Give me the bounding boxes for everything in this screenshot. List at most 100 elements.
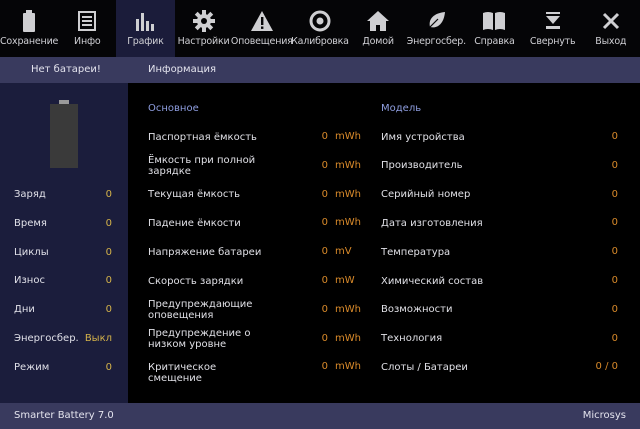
toolbar-button-label: Энергосбер.	[406, 36, 467, 47]
toolbar-button-label: Калибровка	[291, 36, 349, 47]
target-icon	[309, 0, 331, 36]
model-label: Температура	[381, 246, 451, 258]
property-label: Критическое смещение	[148, 361, 217, 384]
toolbar-button-leaf[interactable]: Энергосбер.	[406, 0, 467, 57]
sidebar-stat: Время 0	[14, 218, 114, 229]
basic-header: Основное	[148, 103, 199, 114]
property-label: Предупреждающие оповещения	[148, 298, 253, 321]
property-value: 0	[321, 188, 328, 200]
sidebar-stat: Износ 0	[14, 275, 114, 286]
sidebar-stat: Дни 0	[14, 304, 114, 315]
property-label: Предупреждение о низком уровне	[148, 327, 251, 350]
stat-value: 0	[105, 246, 112, 258]
property-unit: mWh	[335, 131, 361, 142]
property-value: 0	[321, 275, 328, 286]
toolbar-button-label: Выход	[595, 36, 627, 47]
model-value: 0	[611, 131, 618, 142]
toolbar-button-gear[interactable]: Настройки	[175, 0, 233, 57]
toolbar-button-target[interactable]: Калибровка	[291, 0, 349, 57]
property-value: 0	[321, 159, 328, 171]
property-value: 0	[321, 361, 328, 373]
model-value: 0	[611, 275, 618, 286]
model-value: 0	[611, 246, 618, 258]
battery-status-label: Нет батареи!	[31, 64, 101, 75]
model-label: Производитель	[381, 160, 463, 172]
sidebar: Заряд 0 Время 0 Циклы 0 Износ 0 Дни 0 Энергосбер. В…	[0, 83, 128, 403]
model-value: 0	[611, 332, 618, 344]
property-unit: mWh	[335, 159, 361, 171]
property-unit: mWh	[335, 303, 361, 315]
model-value: 0	[611, 217, 618, 229]
stat-label: Время	[14, 217, 47, 229]
toolbar-button-home[interactable]: Домой	[349, 0, 407, 57]
stat-label: Дни	[14, 304, 35, 316]
property-unit: mV	[335, 246, 352, 258]
model-header: Модель	[381, 103, 422, 114]
property-label: Паспортная ёмкость	[148, 131, 257, 143]
battery-icon	[22, 0, 36, 36]
property-label: Ёмкость при полной зарядке	[148, 154, 256, 177]
toolbar-button-book[interactable]: Справка	[465, 0, 523, 57]
sidebar-stat: Режим 0	[14, 362, 114, 373]
toolbar-button-list[interactable]: Инфо	[58, 0, 116, 57]
toolbar-button-label: Свернуть	[529, 36, 576, 47]
model-value: 0 / 0	[595, 361, 618, 373]
stat-value: 0	[105, 304, 112, 316]
info-panel: Основное Модель Паспортная ёмкость 0 mWh…	[128, 83, 640, 403]
minimize-icon	[543, 0, 563, 36]
toolbar-button-bar-chart[interactable]: График	[116, 0, 175, 57]
model-label: Возможности	[381, 304, 453, 316]
bar-chart-icon	[135, 0, 155, 36]
model-label: Серийный номер	[381, 189, 471, 201]
model-label: Химический состав	[381, 275, 484, 287]
sidebar-stat: Заряд 0	[14, 189, 114, 200]
property-label: Напряжение батареи	[148, 246, 262, 258]
toolbar-button-label: Домой	[362, 36, 394, 47]
app-version: Smarter Battery 7.0	[14, 410, 114, 421]
close-icon	[602, 0, 620, 36]
property-value: 0	[321, 131, 328, 142]
model-value: 0	[611, 159, 618, 171]
stat-value: 0	[105, 275, 112, 287]
toolbar-button-battery[interactable]: Сохранение	[0, 0, 58, 57]
stat-value: 0	[105, 217, 112, 229]
toolbar-button-label: Справка	[474, 36, 515, 47]
stat-value: 0	[105, 361, 112, 373]
property-unit: mWh	[335, 217, 361, 229]
property-unit: mWh	[335, 188, 361, 200]
sub-header: Нет батареи! Информация	[0, 57, 640, 83]
status-bar: Smarter Battery 7.0 Microsys	[0, 403, 640, 429]
stat-value: 0	[105, 189, 112, 200]
toolbar-button-label: Инфо	[74, 36, 101, 47]
stat-label: Заряд	[14, 189, 46, 200]
property-unit: mWh	[335, 361, 361, 373]
property-value: 0	[321, 217, 328, 229]
model-label: Дата изготовления	[381, 217, 483, 229]
gear-icon	[192, 0, 215, 36]
toolbar-button-label: График	[127, 36, 164, 47]
property-unit: mW	[335, 275, 355, 286]
model-label: Имя устройства	[381, 131, 465, 143]
toolbar-button-close[interactable]: Выход	[582, 0, 640, 57]
property-label: Падение ёмкости	[148, 217, 241, 229]
toolbar-button-label: Сохранение	[0, 36, 59, 47]
property-value: 0	[321, 246, 328, 258]
home-icon	[367, 0, 390, 36]
model-value: 0	[611, 303, 618, 315]
stat-label: Износ	[14, 275, 45, 287]
property-label: Скорость зарядки	[148, 275, 244, 287]
toolbar-button-label: Настройки	[177, 36, 230, 47]
property-value: 0	[321, 303, 328, 315]
model-label: Технология	[381, 333, 443, 345]
property-value: 0	[321, 332, 328, 344]
stat-label: Режим	[14, 361, 50, 373]
stat-label: Энергосбер.	[14, 333, 79, 344]
stat-label: Циклы	[14, 246, 49, 258]
warning-icon	[250, 0, 273, 36]
toolbar-button-minimize[interactable]: Свернуть	[524, 0, 582, 57]
toolbar-button-warning[interactable]: Оповещения	[231, 0, 293, 57]
stat-value: Выкл	[84, 333, 112, 344]
property-label: Текущая ёмкость	[148, 189, 241, 201]
list-icon	[78, 0, 97, 36]
property-unit: mWh	[335, 332, 361, 344]
